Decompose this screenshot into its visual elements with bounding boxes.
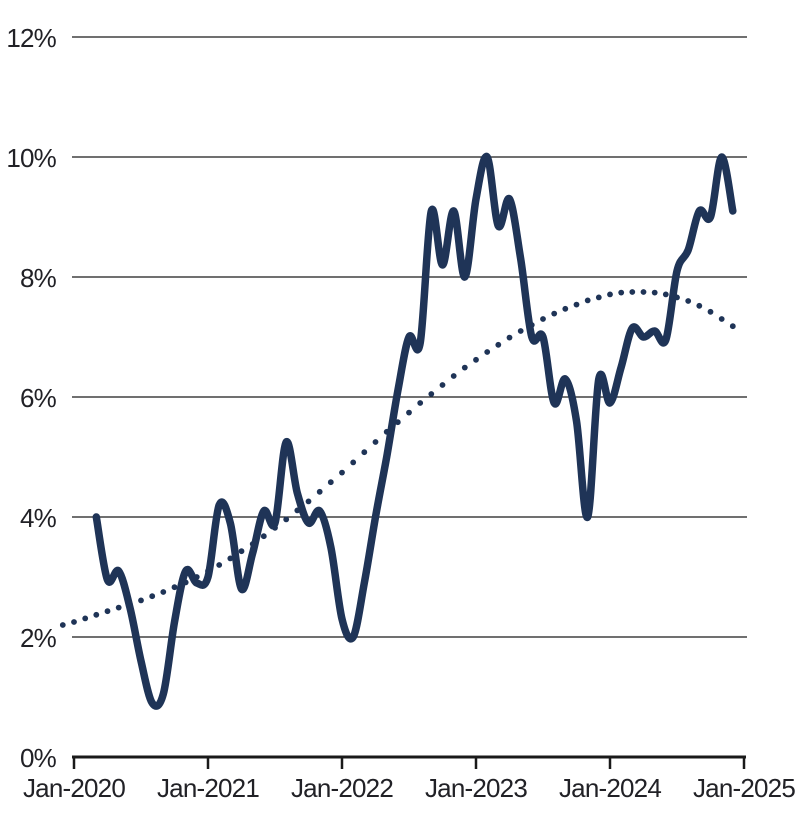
trend-dot bbox=[71, 619, 77, 625]
trend-dot bbox=[350, 459, 357, 466]
trend-dot bbox=[171, 584, 178, 591]
trend-dot bbox=[562, 305, 569, 312]
x-tick-label-Jan-2021: Jan-2021 bbox=[157, 773, 259, 803]
trend-dot bbox=[584, 297, 591, 304]
trend-dot bbox=[238, 548, 245, 555]
trend-dot bbox=[339, 469, 345, 476]
trend-dot bbox=[406, 409, 412, 416]
trend-dot bbox=[439, 382, 446, 388]
trend-dot bbox=[718, 316, 725, 322]
trend-dot bbox=[149, 593, 156, 600]
trend-dot bbox=[506, 334, 513, 341]
dotted-trend-line bbox=[59, 289, 736, 628]
solid-line-path bbox=[92, 152, 737, 710]
x-tick-label-Jan-2022: Jan-2022 bbox=[291, 773, 393, 803]
trend-dot bbox=[160, 589, 167, 595]
trend-dot bbox=[696, 302, 703, 309]
trend-dot bbox=[629, 289, 636, 295]
trend-dot bbox=[595, 294, 602, 301]
trend-dot bbox=[428, 391, 435, 397]
trend-dot bbox=[227, 555, 234, 562]
trend-dot bbox=[729, 323, 736, 330]
solid-series-line bbox=[92, 152, 737, 710]
trend-dot bbox=[450, 373, 457, 379]
trend-dot bbox=[82, 615, 89, 622]
trend-dot bbox=[115, 604, 122, 611]
trend-dot bbox=[461, 364, 468, 371]
trend-dot bbox=[607, 291, 613, 298]
trend-dot bbox=[685, 298, 692, 304]
x-axis bbox=[72, 755, 746, 769]
trend-dot bbox=[517, 328, 524, 334]
trend-dot bbox=[59, 622, 66, 628]
trend-dot bbox=[551, 310, 558, 317]
trend-dot bbox=[495, 341, 502, 348]
x-tick-label-Jan-2020: Jan-2020 bbox=[23, 773, 125, 803]
trend-dot bbox=[104, 608, 111, 615]
trend-dot bbox=[93, 611, 100, 618]
trend-dot bbox=[540, 316, 546, 322]
trend-dot bbox=[662, 291, 669, 298]
trend-dot bbox=[216, 562, 223, 568]
y-tick-label-0pct: 0% bbox=[20, 743, 57, 773]
x-tick-label-Jan-2025: Jan-2025 bbox=[693, 773, 795, 803]
y-tick-label-8pct: 8% bbox=[20, 263, 57, 293]
x-tick-label-Jan-2024: Jan-2024 bbox=[559, 773, 661, 803]
y-tick-label-4pct: 4% bbox=[20, 503, 57, 533]
trend-dot bbox=[707, 308, 714, 315]
y-tick-label-6pct: 6% bbox=[20, 383, 57, 413]
x-tick-label-Jan-2023: Jan-2023 bbox=[425, 773, 527, 803]
y-axis-labels: 0% 2% 4% 6% 8% 10% 12% bbox=[6, 23, 57, 773]
gridlines bbox=[72, 36, 747, 638]
trend-dot bbox=[316, 488, 323, 495]
y-tick-label-12pct: 12% bbox=[6, 23, 56, 53]
trend-dot bbox=[618, 289, 625, 296]
trend-dot bbox=[473, 356, 479, 363]
trend-dot bbox=[417, 400, 424, 406]
trend-dot bbox=[260, 533, 267, 540]
trend-dot bbox=[327, 479, 334, 486]
trend-dot bbox=[640, 289, 647, 295]
trend-dot bbox=[283, 516, 290, 523]
trend-dot bbox=[651, 289, 658, 296]
x-axis-labels: Jan-2020 Jan-2021 Jan-2022 Jan-2023 Jan-2024… bbox=[23, 773, 796, 803]
trend-dot bbox=[573, 301, 580, 308]
trend-dot bbox=[305, 498, 312, 505]
trend-dot bbox=[372, 439, 379, 445]
trend-dot bbox=[484, 349, 491, 355]
y-tick-label-10pct: 10% bbox=[6, 143, 56, 173]
trend-dot bbox=[361, 449, 368, 456]
trend-dot bbox=[138, 597, 144, 604]
y-tick-label-2pct: 2% bbox=[20, 623, 57, 653]
